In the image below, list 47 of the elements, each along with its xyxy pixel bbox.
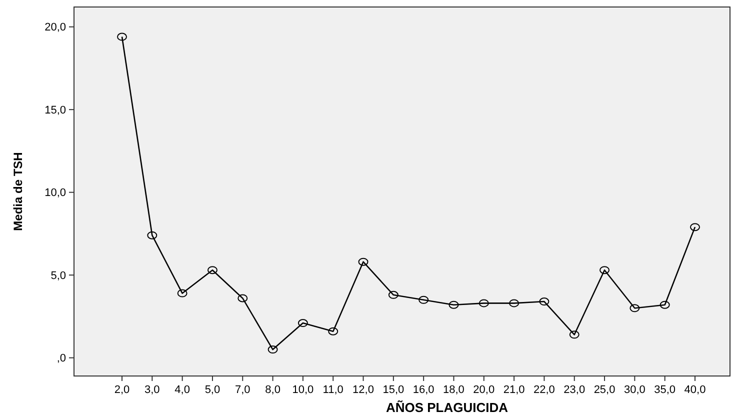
point xyxy=(509,299,520,308)
point xyxy=(600,266,610,274)
point xyxy=(690,223,700,232)
x-axis-title: AÑOS PLAGUICIDA xyxy=(386,400,509,415)
x-tick-label: 22,0 xyxy=(534,384,555,396)
y-tick-label: 15,0 xyxy=(44,104,66,116)
x-tick-label: 16,0 xyxy=(412,384,434,396)
point xyxy=(328,327,338,336)
y-tick-label: 20,0 xyxy=(44,22,66,34)
y-tick-label: 5,0 xyxy=(50,270,66,282)
x-tick-label: 18,0 xyxy=(443,384,464,396)
point xyxy=(358,258,368,266)
point xyxy=(660,300,670,309)
x-tick-label: 30,0 xyxy=(624,384,646,396)
point xyxy=(478,299,489,308)
point xyxy=(207,266,218,274)
x-tick-label: 35,0 xyxy=(654,384,676,396)
y-tick-label: 10,0 xyxy=(44,187,66,200)
x-tick-label: 12,0 xyxy=(352,384,374,396)
point xyxy=(569,330,580,339)
x-tick-label: 21,0 xyxy=(503,384,525,396)
point xyxy=(448,300,459,309)
point xyxy=(268,346,278,354)
x-tick-label: 23,0 xyxy=(564,384,586,396)
x-tick-label: 8,0 xyxy=(265,384,280,396)
x-tick-label: 2,0 xyxy=(114,384,130,396)
point xyxy=(147,231,158,240)
point xyxy=(630,304,640,312)
x-tick-label: 25,0 xyxy=(594,384,616,396)
y-axis-title: Media de TSH xyxy=(11,152,25,231)
x-tick-label: 10,0 xyxy=(292,384,314,396)
x-tick-label: 11,0 xyxy=(322,384,344,396)
x-tick-label: 7,0 xyxy=(234,384,250,396)
x-tick-label: 4,0 xyxy=(174,384,190,396)
x-tick-label: 15,0 xyxy=(382,384,404,396)
x-tick-label: 40,0 xyxy=(684,384,706,396)
y-tick-label: ,0 xyxy=(56,352,66,365)
x-tick-label: 3,0 xyxy=(144,384,160,396)
point xyxy=(298,319,308,328)
point xyxy=(238,294,248,302)
point xyxy=(418,296,429,304)
point xyxy=(177,289,188,298)
point xyxy=(388,290,398,299)
x-tick-label: 5,0 xyxy=(204,384,220,396)
point xyxy=(539,298,550,306)
point xyxy=(117,32,127,41)
x-tick-label: 20,0 xyxy=(473,384,495,396)
